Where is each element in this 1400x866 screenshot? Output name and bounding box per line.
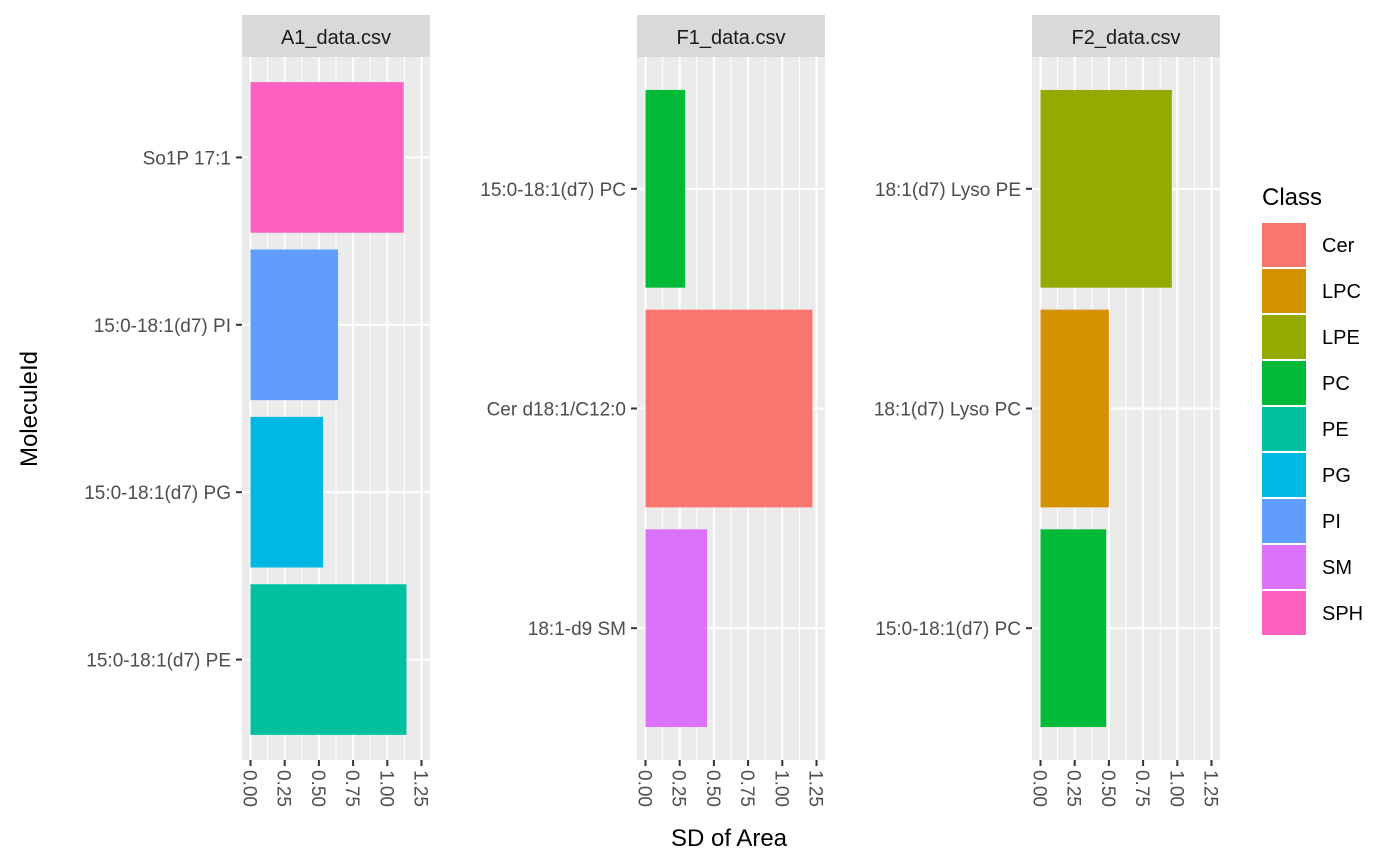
legend-label: PC [1322,373,1350,395]
y-tick-label: 18:1(d7) Lyso PC [874,400,1021,421]
x-tick-label: 1.00 [770,770,791,807]
facet-panel: F1_data.csv 15:0-18:1(d7) PC Cer d18:1/C12… [480,15,826,807]
legend-key-pi [1262,499,1306,543]
x-tick-label: 0.75 [736,770,757,807]
facets-layer: A1_data.csv So1P 17:1 15:0-18:1(d7) PI 15:0… [84,15,1221,807]
legend-label: PE [1322,419,1349,441]
bar-sm [645,529,708,728]
x-tick-label: 1.25 [1200,770,1221,807]
legend-key-lpe [1262,315,1306,359]
legend-label: LPC [1322,281,1361,303]
legend-key-pc [1262,361,1306,405]
bar-lpc [1040,309,1109,508]
y-tick-label: 15:0-18:1(d7) PE [86,651,231,672]
legend-title: Class [1262,184,1322,211]
facet-strip [242,15,430,57]
facet-strip [1032,15,1220,57]
legend: Class Cer LPC LPE PC PE PG PI SM SPH [1262,184,1363,635]
x-tick-label: 0.00 [1029,770,1050,807]
legend-key-pg [1262,453,1306,497]
bar-pe [250,584,407,735]
y-tick-label: 15:0-18:1(d7) PC [480,180,626,201]
x-axis-title: SD of Area [671,825,788,852]
legend-key-pe [1262,407,1306,451]
facet-strip [637,15,825,57]
y-tick-label: 18:1(d7) Lyso PE [875,180,1021,201]
y-axis-title: MoleculeId [16,351,43,467]
x-tick-label: 1.00 [375,770,396,807]
legend-key-lpc [1262,269,1306,313]
x-tick-label: 0.75 [341,770,362,807]
legend-label: PG [1322,465,1351,487]
bar-pc [645,89,686,288]
y-tick-label: Cer d18:1/C12:0 [487,400,626,421]
x-tick-label: 0.25 [668,770,689,807]
x-tick-label: 0.25 [1063,770,1084,807]
bar-pi [250,249,339,401]
y-tick-label: 15:0-18:1(d7) PI [94,316,231,337]
bar-pg [250,416,324,568]
facet-title: F1_data.csv [677,27,786,49]
y-tick-label: 18:1-d9 SM [528,619,626,640]
legend-key-sph [1262,591,1306,635]
legend-label: PI [1322,511,1341,533]
y-tick-label: So1P 17:1 [143,148,231,169]
bar-sph [250,82,404,233]
x-tick-label: 0.00 [239,770,260,807]
legend-label: Cer [1322,235,1355,257]
legend-label: SM [1322,557,1352,579]
x-tick-label: 1.00 [1165,770,1186,807]
facet-panel: F2_data.csv 18:1(d7) Lyso PE 18:1(d7) Lyso… [874,15,1221,807]
legend-label: LPE [1322,327,1360,349]
y-tick-label: 15:0-18:1(d7) PG [84,483,231,504]
facet-title: A1_data.csv [281,27,391,49]
y-tick-label: 15:0-18:1(d7) PC [875,619,1021,640]
bar-cer [645,309,813,508]
bar-pc [1040,529,1107,728]
x-tick-label: 1.25 [805,770,826,807]
x-tick-label: 0.25 [273,770,294,807]
x-tick-label: 0.50 [307,770,328,807]
facet-title: F2_data.csv [1072,27,1181,49]
bar-lpe [1040,89,1172,288]
legend-key-sm [1262,545,1306,589]
x-tick-label: 0.00 [634,770,655,807]
x-tick-label: 1.25 [410,770,431,807]
x-tick-label: 0.50 [1097,770,1118,807]
facet-panel: A1_data.csv So1P 17:1 15:0-18:1(d7) PI 15:0… [84,15,431,807]
legend-label: SPH [1322,603,1363,625]
x-tick-label: 0.75 [1131,770,1152,807]
x-tick-label: 0.50 [702,770,723,807]
legend-key-cer [1262,223,1306,267]
